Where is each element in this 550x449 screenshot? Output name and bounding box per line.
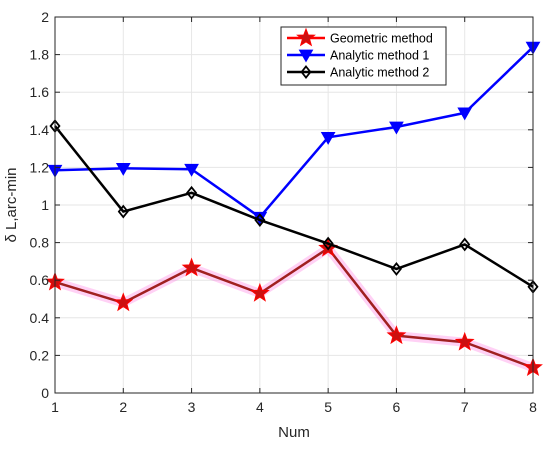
- data-point: [322, 236, 334, 251]
- series-3: [49, 119, 539, 294]
- data-point: [254, 213, 266, 227]
- data-point: [184, 163, 199, 177]
- y-tick-label: 0.6: [30, 272, 50, 288]
- data-point: [296, 27, 316, 47]
- y-tick-label: 1.8: [30, 47, 50, 63]
- data-point: [459, 237, 471, 252]
- series-line: [54, 46, 534, 219]
- x-tick-label: 6: [393, 399, 401, 415]
- y-tick-label: 1.4: [30, 122, 50, 138]
- x-tick-label: 2: [119, 399, 127, 415]
- x-tick-label: 4: [256, 399, 264, 415]
- legend-item: Analytic method 2: [287, 65, 429, 80]
- y-tick-label: 2: [41, 9, 49, 25]
- data-point: [117, 204, 129, 219]
- series-line: [54, 125, 534, 288]
- y-axis-label: δ L,arc-min: [3, 167, 20, 242]
- y-tick-label: 1.6: [30, 84, 50, 100]
- data-point: [386, 325, 407, 345]
- x-tick-label: 3: [188, 399, 196, 415]
- tick-labels: 1 2 3 4 5 6 7 8 0 0.2 0.4 0.6 0.8 1 1.2 1.4 1.6 1.8 2: [30, 9, 538, 415]
- y-tick-label: 1: [41, 197, 49, 213]
- x-tick-label: 1: [51, 399, 59, 415]
- data-point: [113, 292, 134, 312]
- data-point: [249, 282, 270, 302]
- legend-label: Analytic method 1: [330, 49, 429, 63]
- y-tick-label: 0.8: [30, 235, 50, 251]
- x-tick-label: 8: [529, 399, 537, 415]
- data-point: [389, 121, 404, 135]
- data-point: [390, 261, 402, 276]
- series-line: [54, 246, 534, 369]
- series-1: [45, 237, 543, 377]
- data-point: [181, 257, 202, 277]
- y-tick-label: 1.2: [30, 159, 50, 175]
- x-tick-label: 7: [461, 399, 469, 415]
- legend-item: Geometric method: [287, 27, 433, 47]
- x-tick-label: 5: [324, 399, 332, 415]
- data-point: [457, 107, 473, 121]
- x-axis-label: Num: [278, 424, 310, 441]
- data-point: [186, 185, 198, 200]
- legend-item: Analytic method 1: [287, 49, 429, 63]
- data-point: [454, 331, 475, 351]
- legend-label: Geometric method: [330, 32, 433, 46]
- data-point: [298, 49, 314, 63]
- legend: Geometric method Analytic method 1 Analyti…: [280, 26, 447, 86]
- y-tick-label: 0.2: [30, 347, 50, 363]
- data-point: [115, 162, 131, 176]
- y-tick-label: 0: [41, 385, 49, 401]
- legend-label: Analytic method 2: [330, 66, 429, 80]
- data-point: [300, 65, 312, 79]
- data-point: [320, 131, 336, 145]
- y-tick-label: 0.4: [30, 310, 50, 326]
